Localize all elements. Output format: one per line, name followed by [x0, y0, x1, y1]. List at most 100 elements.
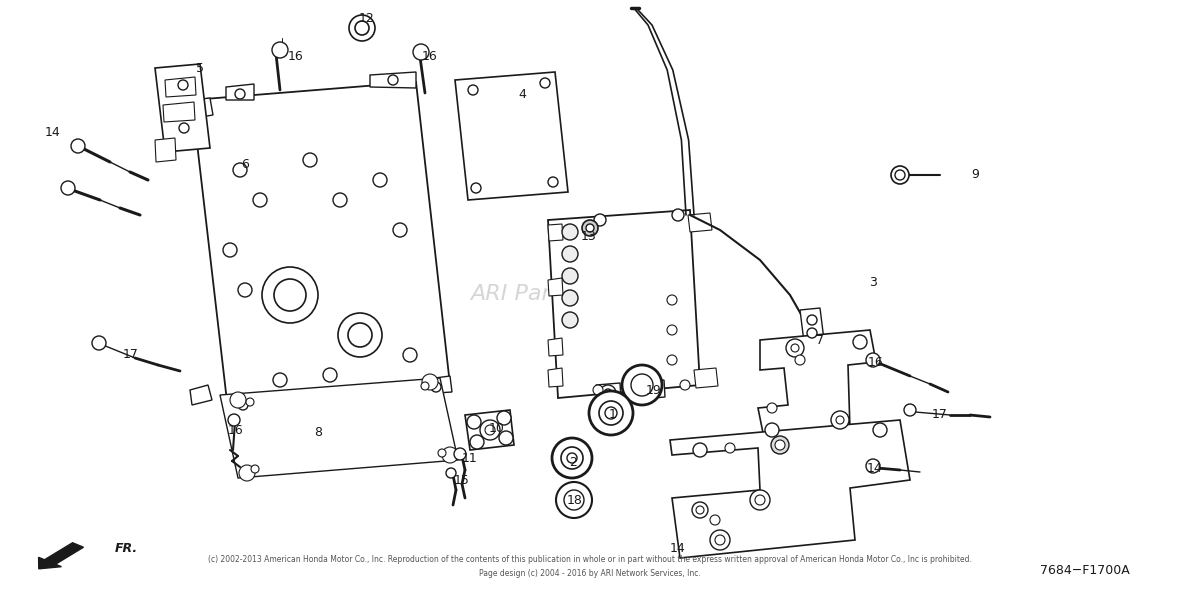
- Text: 11: 11: [463, 452, 478, 465]
- Ellipse shape: [631, 374, 653, 396]
- Ellipse shape: [388, 75, 398, 85]
- Ellipse shape: [791, 344, 799, 352]
- Ellipse shape: [251, 465, 258, 473]
- Polygon shape: [465, 410, 514, 450]
- Polygon shape: [688, 213, 712, 232]
- Polygon shape: [758, 330, 876, 438]
- Ellipse shape: [560, 447, 583, 469]
- Polygon shape: [640, 380, 666, 399]
- Ellipse shape: [775, 440, 785, 450]
- Polygon shape: [548, 278, 563, 296]
- Polygon shape: [227, 84, 254, 100]
- Ellipse shape: [179, 123, 189, 133]
- Ellipse shape: [562, 290, 578, 306]
- Ellipse shape: [273, 373, 287, 387]
- FancyArrow shape: [39, 542, 84, 569]
- Text: 16: 16: [422, 51, 438, 64]
- Ellipse shape: [413, 44, 430, 60]
- Ellipse shape: [648, 386, 656, 394]
- Polygon shape: [371, 72, 417, 88]
- Ellipse shape: [589, 391, 632, 435]
- Ellipse shape: [715, 535, 725, 545]
- Ellipse shape: [667, 295, 677, 305]
- Polygon shape: [219, 378, 458, 478]
- Ellipse shape: [253, 193, 267, 207]
- Text: 18: 18: [568, 494, 583, 507]
- Text: 12: 12: [359, 12, 375, 25]
- Ellipse shape: [238, 400, 248, 410]
- Text: 16: 16: [868, 356, 884, 369]
- Ellipse shape: [599, 385, 616, 401]
- Ellipse shape: [404, 348, 417, 362]
- Ellipse shape: [786, 339, 804, 357]
- Ellipse shape: [562, 268, 578, 284]
- Text: 14: 14: [670, 541, 686, 554]
- Ellipse shape: [262, 267, 317, 323]
- Ellipse shape: [667, 325, 677, 335]
- Text: 10: 10: [489, 422, 505, 435]
- Text: 4: 4: [518, 88, 526, 101]
- Ellipse shape: [767, 403, 776, 413]
- Ellipse shape: [604, 389, 612, 397]
- Ellipse shape: [348, 323, 372, 347]
- Ellipse shape: [667, 355, 677, 365]
- Text: 1: 1: [609, 409, 617, 422]
- Ellipse shape: [303, 153, 317, 167]
- Text: 14: 14: [867, 462, 883, 475]
- Ellipse shape: [245, 398, 254, 406]
- Ellipse shape: [866, 353, 880, 367]
- Ellipse shape: [238, 283, 253, 297]
- Ellipse shape: [594, 214, 607, 226]
- Ellipse shape: [228, 414, 240, 426]
- Ellipse shape: [853, 335, 867, 349]
- Ellipse shape: [373, 173, 387, 187]
- Ellipse shape: [586, 224, 594, 232]
- Text: 3: 3: [868, 276, 877, 289]
- Ellipse shape: [323, 368, 337, 382]
- Ellipse shape: [765, 423, 779, 437]
- Ellipse shape: [807, 328, 817, 338]
- Text: 17: 17: [123, 349, 139, 362]
- Polygon shape: [192, 82, 450, 410]
- Text: 19: 19: [647, 383, 662, 396]
- Polygon shape: [548, 210, 700, 398]
- Ellipse shape: [485, 425, 494, 435]
- Ellipse shape: [771, 436, 789, 454]
- Text: 14: 14: [45, 127, 61, 140]
- Ellipse shape: [568, 453, 577, 463]
- Polygon shape: [694, 368, 717, 388]
- Ellipse shape: [599, 401, 623, 425]
- Polygon shape: [228, 396, 262, 413]
- Ellipse shape: [866, 459, 880, 473]
- Ellipse shape: [470, 435, 484, 449]
- Polygon shape: [455, 72, 568, 200]
- Text: 9: 9: [971, 168, 979, 181]
- Polygon shape: [596, 383, 621, 402]
- Polygon shape: [155, 138, 176, 162]
- Ellipse shape: [540, 78, 550, 88]
- Ellipse shape: [691, 502, 708, 518]
- Polygon shape: [163, 102, 195, 122]
- Ellipse shape: [831, 411, 848, 429]
- Ellipse shape: [355, 21, 369, 35]
- Ellipse shape: [471, 183, 481, 193]
- Ellipse shape: [594, 385, 603, 395]
- Ellipse shape: [680, 380, 690, 390]
- Ellipse shape: [92, 336, 106, 350]
- Ellipse shape: [548, 177, 558, 187]
- Ellipse shape: [562, 224, 578, 240]
- Text: 16: 16: [228, 423, 244, 436]
- Text: ARI PartStream™: ARI PartStream™: [470, 284, 663, 305]
- Ellipse shape: [349, 15, 375, 41]
- Ellipse shape: [710, 515, 720, 525]
- Ellipse shape: [230, 392, 245, 408]
- Ellipse shape: [333, 193, 347, 207]
- Ellipse shape: [240, 465, 255, 481]
- Ellipse shape: [750, 490, 771, 510]
- Text: 6: 6: [241, 158, 249, 171]
- Text: 7684−F1700A: 7684−F1700A: [1041, 564, 1130, 577]
- Ellipse shape: [497, 411, 511, 425]
- Ellipse shape: [442, 447, 458, 463]
- Ellipse shape: [696, 506, 704, 514]
- Text: Page design (c) 2004 - 2016 by ARI Network Services, Inc.: Page design (c) 2004 - 2016 by ARI Netwo…: [479, 570, 701, 578]
